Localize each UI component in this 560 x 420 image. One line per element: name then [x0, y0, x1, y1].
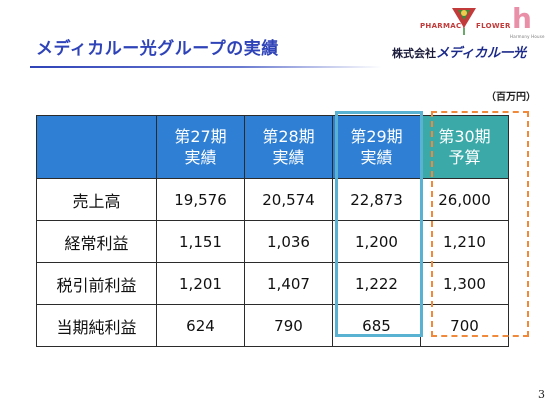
column-period-label: 第28期	[262, 127, 315, 146]
company-brand: メディカル一光	[436, 46, 527, 61]
column-type-label: 実績	[360, 148, 393, 167]
column-period-label: 第29期	[350, 127, 403, 146]
table-cell: 1,222	[332, 262, 421, 305]
row-label: 税引前利益	[36, 262, 157, 305]
table-cell: 624	[156, 304, 245, 347]
table-cell: 20,574	[244, 178, 333, 221]
unit-label: （百万円）	[486, 92, 536, 103]
results-table: 第27期 実績 第28期 実績 第29期 実績 第30期 予算 売上高 19,5…	[36, 115, 509, 347]
logo-harmony-text: Harmony House	[510, 34, 545, 39]
table-row: 売上高 19,576 20,574 22,873 26,000	[36, 178, 509, 221]
logo-flower-text: FLOWER	[476, 22, 511, 30]
column-type-label: 実績	[272, 148, 305, 167]
table-cell: 19,576	[156, 178, 245, 221]
logo-h-icon: h	[512, 2, 532, 35]
column-type-label: 実績	[184, 148, 217, 167]
column-type-label: 予算	[448, 148, 481, 167]
logo-pharmacy-text: PHARMACY	[420, 22, 467, 30]
table-cell: 1,210	[420, 220, 509, 263]
column-period-label: 第27期	[174, 127, 227, 146]
table-cell: 1,151	[156, 220, 245, 263]
table-cell: 1,201	[156, 262, 245, 305]
column-header-28: 第28期 実績	[244, 115, 333, 179]
table-cell: 1,036	[244, 220, 333, 263]
row-label: 経常利益	[36, 220, 157, 263]
table-cell: 22,873	[332, 178, 421, 221]
row-label: 当期純利益	[36, 304, 157, 347]
table-cell: 1,300	[420, 262, 509, 305]
column-header-29: 第29期 実績	[332, 115, 421, 179]
row-label: 売上高	[36, 178, 157, 221]
table-row: 税引前利益 1,201 1,407 1,222 1,300	[36, 262, 509, 305]
company-name: 株式会社メディカル一光	[392, 42, 526, 61]
table-cell: 790	[244, 304, 333, 347]
column-header-30: 第30期 予算	[420, 115, 509, 179]
page-number: 3	[538, 388, 545, 401]
table-corner-cell	[36, 115, 157, 179]
table-cell: 1,200	[332, 220, 421, 263]
table-row: 経常利益 1,151 1,036 1,200 1,210	[36, 220, 509, 263]
table-row: 当期純利益 624 790 685 700	[36, 304, 509, 347]
column-period-label: 第30期	[438, 127, 491, 146]
page-title: メディカルー光グループの実績	[36, 39, 279, 59]
table-header-row: 第27期 実績 第28期 実績 第29期 実績 第30期 予算	[36, 115, 509, 179]
column-header-27: 第27期 実績	[156, 115, 245, 179]
logo-area: PHARMACY FLOWER h Harmony House	[392, 4, 552, 64]
flower-logo-icon	[452, 8, 476, 35]
table-cell: 1,407	[244, 262, 333, 305]
table-cell: 700	[420, 304, 509, 347]
company-prefix: 株式会社	[392, 47, 436, 60]
table-cell: 26,000	[420, 178, 509, 221]
table-cell: 685	[332, 304, 421, 347]
title-underline	[30, 66, 382, 68]
